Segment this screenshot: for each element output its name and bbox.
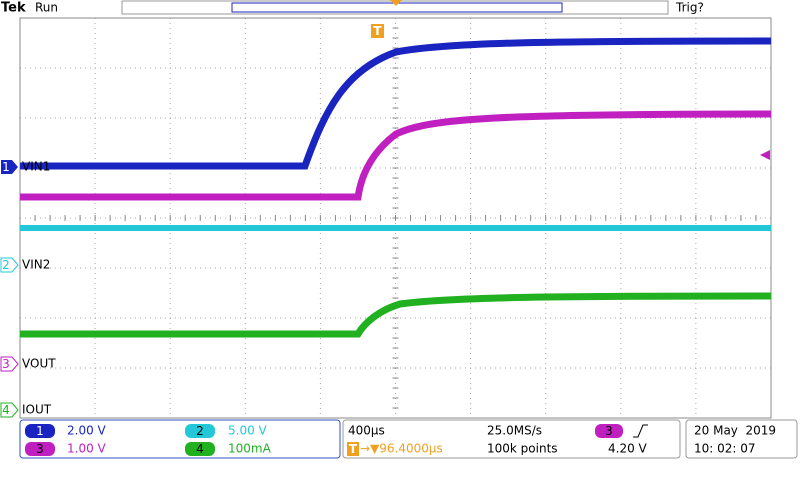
trigger-icon: T [349, 442, 358, 456]
ch3-badge [25, 442, 55, 456]
trigger-level: 4.20 V [608, 442, 648, 456]
trigger-position: →▼96.4000µs [360, 442, 443, 456]
time: 10: 02: 07 [694, 442, 756, 456]
ch1-number: 1 [2, 160, 10, 174]
trigger-source: 3 [605, 424, 613, 438]
graticule-border [19, 17, 772, 419]
sample-rate: 25.0MS/s [487, 424, 542, 438]
ch2-marker [0, 257, 19, 273]
ch2-name: VIN2 [22, 258, 50, 272]
trigger-marker-bg [371, 24, 384, 38]
time-per-div: 400µs [348, 424, 385, 438]
ch4-badge-number: 4 [196, 442, 204, 456]
ch4-badge [185, 442, 215, 456]
ch4-number: 4 [2, 403, 10, 417]
channel-markers: 1 VIN1 2 VIN2 3 VOUT 4 IOUT [0, 160, 56, 418]
clock-panel [685, 419, 798, 459]
ch3-marker [0, 356, 19, 372]
ch3-name: VOUT [22, 357, 56, 371]
ch1-name: VIN1 [22, 160, 50, 174]
ch2-scale: 5.00 V [228, 424, 268, 438]
ch2-badge-number: 2 [196, 424, 204, 438]
ch3-badge-number: 3 [36, 442, 44, 456]
run-status: Run [35, 1, 58, 15]
ch2-badge [185, 424, 215, 438]
trigger-slope-icon [633, 424, 648, 438]
trigger-status: Trig? [675, 1, 704, 15]
ch1-badge [25, 424, 55, 438]
ch3-number: 3 [2, 357, 10, 371]
record-length: 100k points [487, 442, 558, 456]
ch3-scale: 1.00 V [67, 442, 107, 456]
ch1-badge-number: 1 [36, 424, 44, 438]
trigger-source-badge [595, 424, 623, 438]
trigger-pointer [390, 0, 402, 6]
trigger-level-marker [760, 150, 770, 160]
trigger-marker: T [373, 24, 382, 38]
waveform-ch4 [20, 292, 772, 338]
waveform-ch3 [20, 110, 772, 201]
ch2-number: 2 [2, 258, 10, 272]
ch4-name: IOUT [22, 403, 52, 417]
vertical-panel[interactable] [19, 419, 341, 459]
ch1-scale: 2.00 V [67, 424, 107, 438]
ch4-scale: 100mA [228, 442, 272, 456]
date: 20 May 2019 [694, 424, 776, 438]
trigger-icon-bg [347, 442, 359, 456]
ch4-marker [0, 402, 19, 418]
waveform-ch1 [20, 37, 772, 170]
brand: Tek [1, 1, 26, 16]
ch1-marker [1, 160, 18, 174]
